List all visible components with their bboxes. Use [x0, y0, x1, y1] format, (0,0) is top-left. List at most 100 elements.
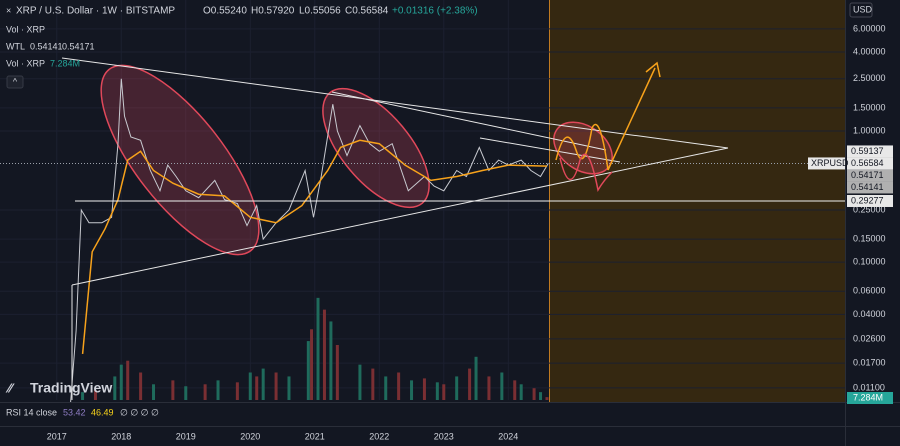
y-tick-label: 0.01700	[853, 358, 886, 368]
grid	[0, 0, 845, 400]
symbol-tag: XRPUSD	[811, 158, 849, 168]
volume-bar	[248, 372, 252, 400]
price-lines	[0, 78, 845, 419]
y-tick-label: 0.15000	[853, 233, 886, 243]
x-tick-label: 2019	[176, 431, 196, 441]
volume-bar	[513, 380, 517, 400]
price-label-box	[847, 181, 893, 194]
drawing-ellipse	[100, 64, 260, 256]
volume-bar	[93, 390, 97, 400]
price-label: 0.29277	[851, 195, 884, 205]
price-axis	[845, 0, 900, 446]
indicator-name: Vol · XRP	[6, 58, 45, 68]
indicator-value: 0.54141	[30, 41, 63, 51]
currency[interactable]: USD	[853, 4, 873, 14]
indicator-value: 0.54171	[62, 41, 95, 51]
trendlines	[61, 57, 729, 400]
volume-bar	[152, 384, 156, 400]
y-tick-label: 0.25000	[853, 204, 886, 214]
x-tick-label: 2017	[47, 431, 67, 441]
indicator-name: WTL	[6, 41, 25, 51]
y-tick-label: 0.04000	[853, 309, 886, 319]
volume-bar	[442, 384, 446, 400]
trendline	[71, 147, 729, 286]
volume-bar	[455, 376, 459, 400]
drawing-ellipse	[322, 87, 430, 209]
volume-bar	[203, 384, 207, 400]
trendline	[331, 91, 607, 151]
volume-bar	[500, 372, 504, 400]
arrow-head	[645, 61, 661, 78]
volume-bar	[468, 368, 472, 400]
ohlc-change: +0.01316 (+2.38%)	[392, 6, 478, 17]
axis-labels: 6.00000 4.00000 2.50000 1.50000 1.00000 0.250…	[47, 23, 893, 441]
price-label: 0.59137	[851, 146, 884, 156]
volume-bar	[329, 321, 333, 400]
x-tick-label: 2021	[305, 431, 325, 441]
symbol-title: XRP / U.S. Dollar · 1W · BITSTAMP	[16, 6, 175, 17]
volume-bar	[139, 372, 143, 400]
volume-bar	[274, 372, 278, 400]
currency-box[interactable]	[849, 2, 873, 18]
volume-bar	[184, 386, 188, 400]
ohlc-close: C0.56584	[345, 6, 389, 17]
collapse-icon[interactable]: ^	[13, 76, 18, 86]
volume-bar	[422, 378, 426, 400]
y-tick-label: 1.00000	[853, 125, 886, 135]
price-label-box	[847, 145, 893, 158]
y-tick-label: 6.00000	[853, 23, 886, 33]
y-tick-label: 0.10000	[853, 257, 886, 267]
volume-bar	[358, 364, 362, 400]
volume-bar	[171, 380, 175, 400]
volume-bar	[310, 329, 314, 400]
drawing-path	[555, 123, 609, 171]
volume-label-box	[847, 392, 893, 404]
x-tick-label: 2020	[240, 431, 260, 441]
x-tick-label: 2018	[111, 431, 131, 441]
close-icon[interactable]: ×	[6, 5, 11, 15]
volume-bar	[119, 364, 123, 400]
volume-bar	[397, 372, 401, 400]
price-label-box	[847, 169, 893, 182]
rsi-flags: ∅ ∅ ∅ ∅	[120, 407, 159, 417]
volume-bar	[474, 356, 478, 400]
y-tick-label: 0.02600	[853, 333, 886, 343]
ohlc-open: O0.55240	[203, 6, 247, 17]
volume-bar	[435, 382, 439, 400]
volume	[81, 297, 549, 400]
volume-bar	[410, 380, 414, 400]
volume-bar	[235, 382, 239, 400]
volume-bar	[287, 376, 291, 400]
ohlc-high: H0.57920	[251, 6, 295, 17]
volume-bar	[216, 380, 220, 400]
price-label-box	[847, 157, 893, 170]
volume-bar	[81, 392, 85, 400]
y-tick-label: 2.50000	[853, 73, 886, 83]
price-line	[81, 139, 548, 354]
volume-bar	[322, 309, 326, 400]
volume-bar	[519, 384, 523, 400]
volume-bar	[126, 360, 130, 400]
symbol-tag-box	[808, 157, 845, 170]
drawing-arrow	[607, 67, 656, 171]
y-tick-label: 0.06000	[853, 286, 886, 296]
volume-bar	[113, 376, 117, 400]
drawing-path	[559, 153, 613, 193]
volume-label: 7.284M	[853, 392, 883, 402]
price-label: 0.54141	[851, 182, 884, 192]
volume-bar	[532, 388, 536, 400]
volume-bar	[487, 376, 491, 400]
x-tick-label: 2022	[369, 431, 389, 441]
volume-bar	[306, 341, 310, 400]
collapse-button[interactable]	[6, 75, 24, 89]
volume-bar	[261, 368, 265, 400]
ohlc-low: L0.55056	[299, 6, 341, 17]
trendline	[479, 137, 621, 163]
price-label-box	[847, 194, 893, 207]
price-label: 0.56584	[851, 158, 884, 168]
rsi-value: 46.49	[91, 407, 114, 417]
y-tick-label: 1.50000	[853, 102, 886, 112]
rsi-value: 53.42	[63, 407, 86, 417]
